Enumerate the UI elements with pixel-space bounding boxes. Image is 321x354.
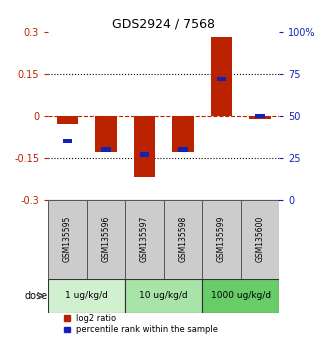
- Text: 1000 ug/kg/d: 1000 ug/kg/d: [211, 291, 271, 300]
- Title: GDS2924 / 7568: GDS2924 / 7568: [112, 18, 215, 31]
- Bar: [164, 200, 202, 279]
- Bar: [241, 200, 279, 279]
- Legend: log2 ratio, percentile rank within the sample: log2 ratio, percentile rank within the s…: [64, 314, 218, 335]
- Bar: [211, 38, 232, 116]
- Bar: [101, 147, 111, 152]
- Text: GSM135596: GSM135596: [101, 216, 110, 262]
- Bar: [95, 116, 117, 152]
- Bar: [48, 200, 87, 279]
- Text: 1 ug/kg/d: 1 ug/kg/d: [65, 291, 108, 300]
- Bar: [125, 279, 202, 313]
- Text: GSM135600: GSM135600: [256, 216, 265, 262]
- Bar: [48, 279, 125, 313]
- Bar: [57, 116, 78, 124]
- Bar: [140, 153, 149, 156]
- Bar: [178, 147, 188, 152]
- Bar: [202, 279, 279, 313]
- Bar: [63, 139, 72, 143]
- Bar: [202, 200, 241, 279]
- Text: GSM135599: GSM135599: [217, 216, 226, 262]
- Text: dose: dose: [24, 291, 48, 301]
- Bar: [172, 116, 194, 152]
- Bar: [249, 116, 271, 119]
- Text: GSM135597: GSM135597: [140, 216, 149, 262]
- Bar: [125, 200, 164, 279]
- Text: GSM135598: GSM135598: [178, 216, 187, 262]
- Text: 10 ug/kg/d: 10 ug/kg/d: [139, 291, 188, 300]
- Bar: [217, 77, 226, 81]
- Bar: [134, 116, 155, 177]
- Bar: [255, 114, 265, 118]
- Bar: [87, 200, 125, 279]
- Text: GSM135595: GSM135595: [63, 216, 72, 262]
